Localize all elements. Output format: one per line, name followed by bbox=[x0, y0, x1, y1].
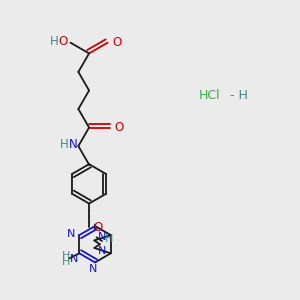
Text: H: H bbox=[62, 251, 70, 261]
Text: N: N bbox=[89, 264, 98, 274]
Text: N: N bbox=[98, 232, 106, 242]
Text: H: H bbox=[50, 35, 58, 48]
Text: N: N bbox=[69, 138, 77, 151]
Text: HCl: HCl bbox=[199, 88, 221, 101]
Text: - H: - H bbox=[226, 88, 248, 101]
Text: O: O bbox=[115, 121, 124, 134]
Text: H: H bbox=[62, 256, 70, 267]
Text: O: O bbox=[58, 35, 68, 48]
Text: N: N bbox=[98, 246, 106, 256]
Text: H: H bbox=[60, 138, 68, 151]
Text: O: O bbox=[93, 220, 103, 234]
Text: N: N bbox=[70, 254, 78, 264]
Text: H: H bbox=[104, 234, 113, 244]
Text: N: N bbox=[67, 229, 75, 238]
Text: O: O bbox=[112, 36, 121, 49]
